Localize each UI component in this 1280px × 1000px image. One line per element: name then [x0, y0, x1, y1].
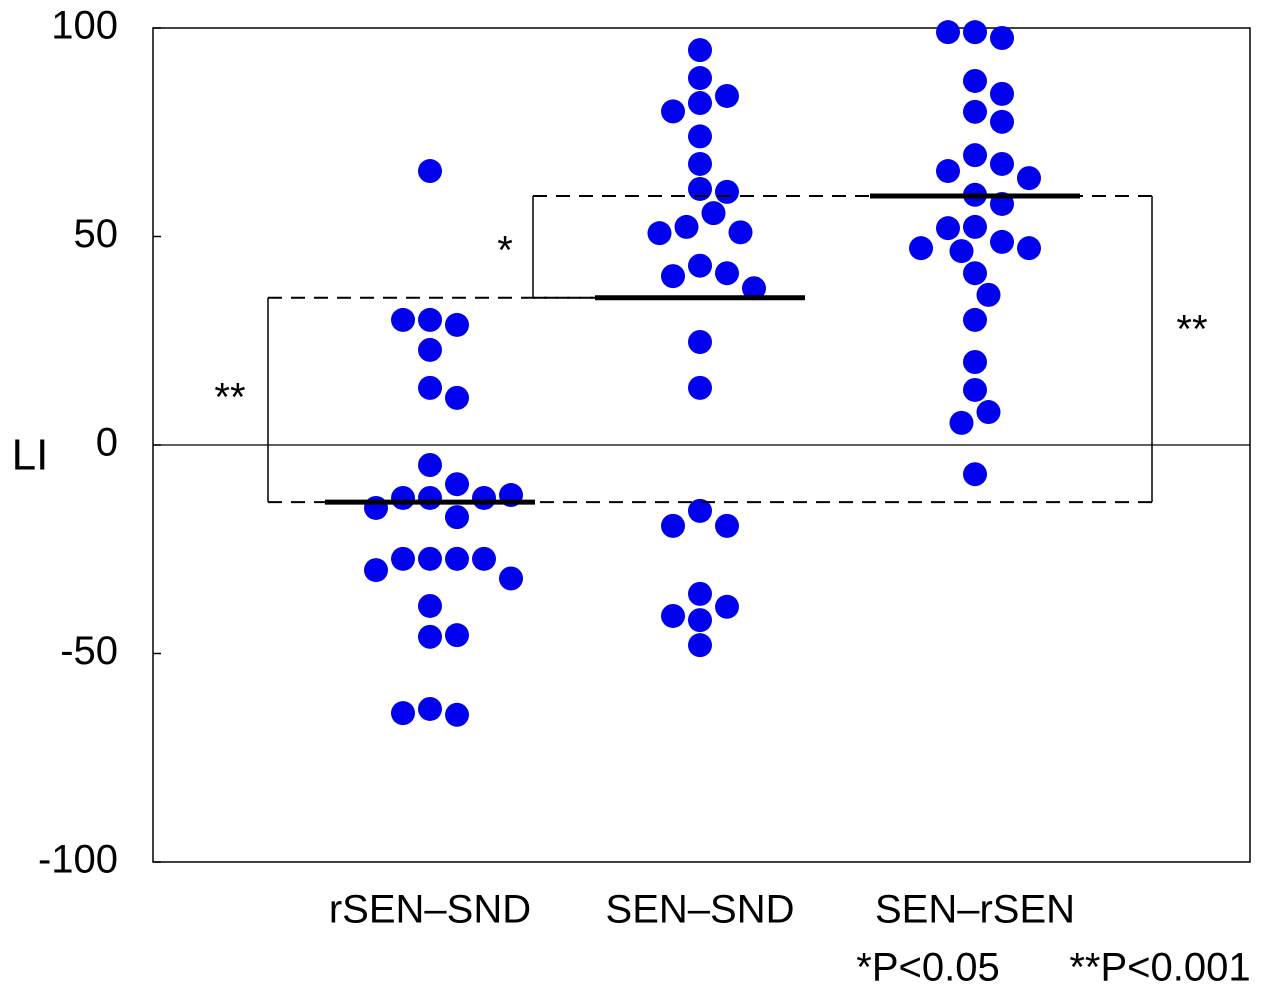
data-point [688, 124, 712, 149]
y-tick-label: 100 [51, 4, 118, 48]
data-point [990, 229, 1014, 254]
data-point [688, 253, 712, 278]
data-point [963, 261, 987, 286]
data-point [963, 307, 987, 332]
data-point [1017, 166, 1041, 191]
data-point [963, 214, 987, 239]
x-tick-label: SEN–SND [606, 888, 795, 932]
data-point [976, 282, 1001, 307]
data-point [391, 546, 415, 571]
data-point [715, 179, 739, 204]
data-point [688, 151, 712, 176]
data-point [715, 261, 739, 286]
data-point [963, 377, 987, 402]
data-point [661, 603, 685, 628]
footnote: *P<0.05 [856, 946, 999, 990]
data-point [661, 99, 685, 124]
data-point [976, 400, 1001, 425]
data-point [728, 220, 753, 245]
data-point [661, 513, 685, 538]
data-point [391, 307, 415, 332]
x-tick-label: rSEN–SND [329, 888, 531, 932]
data-point [688, 608, 712, 633]
data-point [445, 702, 469, 727]
data-point [661, 264, 685, 289]
data-point [391, 485, 415, 510]
y-tick-label: 50 [74, 212, 119, 256]
data-point [418, 307, 442, 332]
y-tick-label: -100 [38, 838, 118, 882]
data-point [715, 513, 739, 538]
data-point [990, 109, 1014, 134]
x-tick-label: SEN–rSEN [875, 888, 1075, 932]
y-axis-label: LI [12, 431, 49, 480]
significance-label: ** [1176, 308, 1207, 352]
data-point [963, 20, 987, 45]
data-point [688, 38, 712, 63]
data-point [715, 594, 739, 619]
data-point [990, 151, 1014, 176]
data-point [418, 337, 442, 362]
data-point [990, 26, 1014, 51]
footnote: **P<0.001 [1069, 946, 1250, 990]
data-point [963, 99, 987, 124]
data-point [742, 276, 766, 301]
data-point [418, 546, 442, 571]
data-point [963, 350, 987, 375]
data-point [418, 453, 442, 478]
data-point [418, 159, 442, 184]
data-point [688, 91, 712, 116]
data-point [499, 566, 523, 591]
data-point [688, 176, 712, 201]
data-point [364, 495, 388, 520]
data-point [472, 546, 496, 571]
data-point [418, 593, 442, 618]
data-point [472, 485, 496, 510]
data-point [688, 330, 712, 355]
data-point [391, 701, 415, 726]
data-point [963, 68, 987, 93]
data-point [445, 385, 469, 410]
significance-label: ** [214, 376, 245, 420]
data-point [990, 81, 1014, 106]
data-point [445, 312, 469, 337]
data-point [949, 239, 974, 264]
data-point [445, 546, 469, 571]
data-point [963, 143, 987, 168]
data-point [445, 472, 469, 497]
data-point [715, 83, 739, 108]
data-point [949, 410, 974, 435]
data-point [688, 66, 712, 91]
data-point [688, 633, 712, 658]
data-point [909, 236, 933, 261]
significance-label: * [497, 229, 513, 273]
data-point [418, 624, 442, 649]
data-point [688, 498, 712, 523]
data-point [936, 216, 960, 241]
data-point [674, 214, 699, 239]
data-point [688, 375, 712, 400]
data-point [445, 623, 469, 648]
y-tick-label: -50 [60, 629, 118, 673]
data-point [936, 20, 960, 45]
data-point [445, 505, 469, 530]
data-point [936, 159, 960, 184]
data-point [418, 696, 442, 721]
data-point [701, 201, 726, 226]
data-point [1017, 236, 1041, 261]
data-point [418, 375, 442, 400]
data-point [364, 558, 388, 583]
y-tick-label: 0 [96, 421, 118, 465]
data-point [647, 221, 672, 246]
data-point [418, 485, 442, 510]
data-point [688, 581, 712, 606]
data-point [963, 462, 987, 487]
